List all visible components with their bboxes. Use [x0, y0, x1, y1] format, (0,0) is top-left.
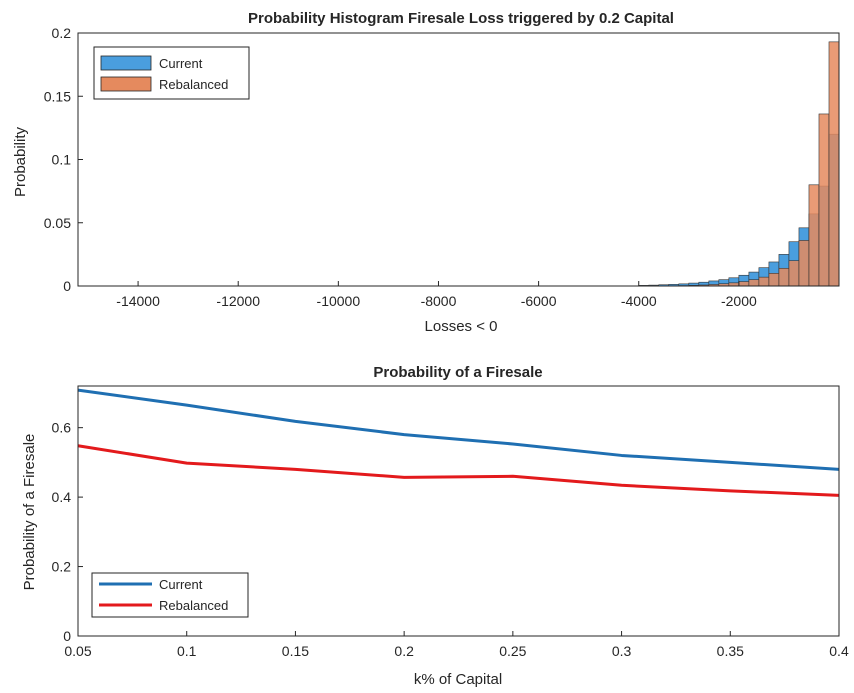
legend-swatch-current [100, 55, 152, 71]
legend-label-rebalanced-line: Rebalanced [159, 598, 228, 613]
histogram-bar-rebalanced [788, 260, 800, 287]
line-chart-y-tick-label: 0 [63, 628, 71, 644]
histogram-y-tick-label: 0.05 [44, 215, 71, 231]
legend-label-current: Current [159, 56, 203, 71]
line-chart-x-tick-label: 0.2 [394, 643, 414, 659]
histogram-bar-rebalanced [748, 279, 760, 287]
line-chart-y-tick-label: 0.6 [52, 420, 72, 436]
histogram-y-ticks: 0 0.05 0.1 0.15 0.2 [44, 25, 83, 294]
histogram-bars-rebalanced [678, 41, 840, 287]
histogram-bar-rebalanced [808, 184, 820, 287]
line-chart-x-tick-label: 0.3 [612, 643, 632, 659]
line-chart-x-tick-label: 0.25 [499, 643, 526, 659]
legend-label-current-line: Current [159, 577, 203, 592]
histogram-bar-rebalanced [738, 281, 750, 287]
histogram-bar-rebalanced [758, 276, 770, 287]
histogram-x-tick-label: -8000 [421, 293, 457, 309]
line-chart-y-tick-label: 0.4 [52, 489, 72, 505]
histogram-chart: Probability Histogram Firesale Loss trig… [12, 10, 840, 335]
histogram-xlabel: Losses < 0 [425, 318, 498, 335]
histogram-x-tick-label: -6000 [521, 293, 557, 309]
histogram-bar-rebalanced [828, 41, 840, 287]
histogram-bar-rebalanced [778, 267, 790, 287]
line-chart-series [77, 388, 840, 497]
line-series-current [77, 388, 840, 471]
histogram-bar-rebalanced [798, 240, 810, 287]
line-chart-axes-box [77, 385, 840, 637]
legend-label-rebalanced: Rebalanced [159, 77, 228, 92]
line-chart-x-ticks: 0.05 0.1 0.15 0.2 0.25 0.3 0.35 0.4 [64, 631, 849, 659]
line-chart-title: Probability of a Firesale [373, 364, 542, 381]
line-chart-ylabel: Probability of a Firesale [21, 434, 38, 591]
histogram-x-tick-label: -12000 [216, 293, 260, 309]
histogram-x-ticks: -14000 -12000 -10000 -8000 -6000 -4000 -2000 [116, 281, 757, 309]
histogram-y-tick-label: 0.2 [52, 25, 72, 41]
histogram-x-tick-label: -10000 [317, 293, 361, 309]
line-chart-x-tick-label: 0.1 [177, 643, 197, 659]
histogram-legend: Current Rebalanced [93, 46, 250, 100]
line-chart-legend: Current Rebalanced [91, 572, 249, 618]
line-chart: Probability of a Firesale k% of Capital … [21, 364, 849, 688]
histogram-bar-rebalanced [818, 113, 830, 287]
histogram-y-tick-label: 0 [63, 278, 71, 294]
legend-swatch-rebalanced [100, 76, 152, 92]
line-chart-y-ticks: 0 0.2 0.4 0.6 [52, 420, 83, 644]
histogram-y-tick-label: 0.1 [52, 152, 72, 168]
histogram-bar-rebalanced [768, 273, 780, 287]
histogram-ylabel: Probability [12, 126, 29, 197]
line-chart-x-tick-label: 0.35 [717, 643, 744, 659]
line-chart-x-tick-label: 0.15 [282, 643, 309, 659]
line-series-rebalanced [77, 444, 840, 497]
line-chart-y-tick-label: 0.2 [52, 559, 72, 575]
line-chart-legend-box [91, 572, 249, 618]
histogram-x-tick-label: -2000 [721, 293, 757, 309]
line-chart-x-tick-label: 0.4 [829, 643, 849, 659]
line-chart-xlabel: k% of Capital [414, 671, 502, 688]
histogram-x-tick-label: -14000 [116, 293, 160, 309]
histogram-y-tick-label: 0.15 [44, 88, 71, 104]
histogram-title: Probability Histogram Firesale Loss trig… [248, 10, 674, 27]
line-chart-x-tick-label: 0.05 [64, 643, 91, 659]
histogram-x-tick-label: -4000 [621, 293, 657, 309]
